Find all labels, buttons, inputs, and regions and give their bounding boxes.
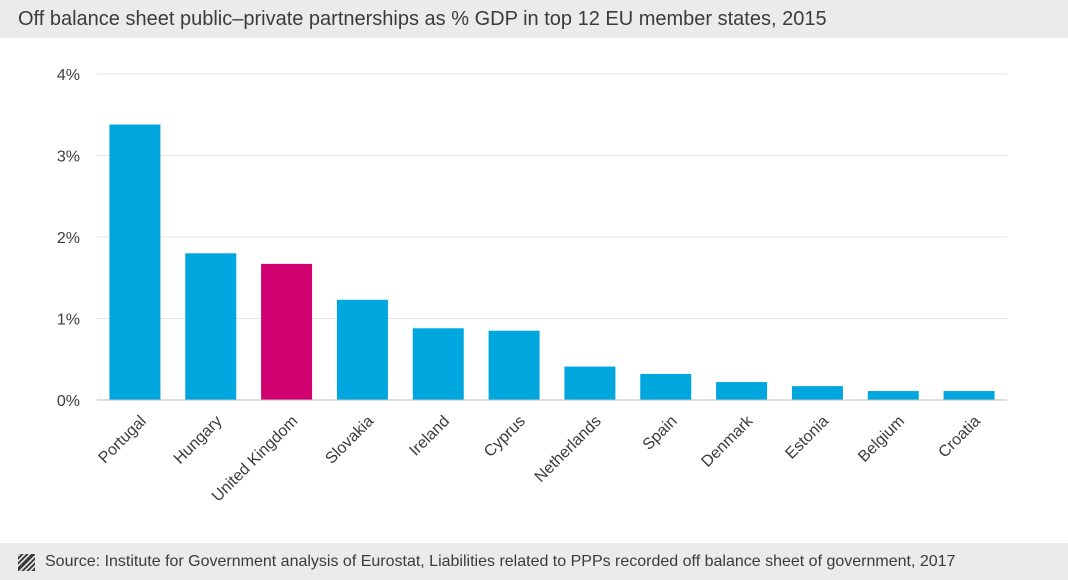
source-footer: Source: Institute for Government analysi…: [0, 543, 1068, 580]
y-tick-label: 4%: [57, 67, 80, 84]
x-tick-label: Portugal: [96, 413, 150, 467]
bar: [336, 299, 388, 400]
chart-title: Off balance sheet public–private partner…: [18, 8, 827, 30]
x-tick-label: Belgium: [855, 413, 908, 466]
bar: [943, 391, 995, 400]
y-tick-label: 3%: [57, 149, 80, 166]
x-tick-label: Hungary: [171, 413, 226, 468]
chart-area: 0% 1% 2% 3% 4% Portugal Hungary United Kingdom S…: [0, 38, 1068, 543]
bar: [867, 391, 919, 400]
title-bar: Off balance sheet public–private partner…: [0, 0, 1068, 38]
x-tick-label: Croatia: [935, 413, 984, 462]
bar: [716, 382, 768, 400]
x-tick-label: Ireland: [406, 413, 453, 460]
x-tick-label: Estonia: [782, 413, 832, 463]
bar: [185, 253, 237, 400]
bar: [488, 330, 540, 400]
x-tick-label: Netherlands: [532, 413, 605, 486]
hatched-square-icon: [18, 554, 35, 571]
bar: [564, 366, 616, 400]
y-tick-label: 1%: [57, 312, 80, 329]
bar: [640, 373, 692, 400]
x-tick-label: Cyprus: [481, 413, 529, 461]
bar: [791, 386, 843, 400]
y-tick-label: 2%: [57, 230, 80, 247]
x-tick-label: Denmark: [698, 412, 757, 471]
x-tick-label: Spain: [640, 413, 681, 454]
bar: [109, 124, 161, 400]
y-tick-label: 0%: [57, 393, 80, 410]
bar: [412, 328, 464, 400]
bar: [261, 263, 313, 400]
x-tick-label: Slovakia: [322, 413, 377, 468]
source-text: Source: Institute for Government analysi…: [45, 553, 956, 570]
